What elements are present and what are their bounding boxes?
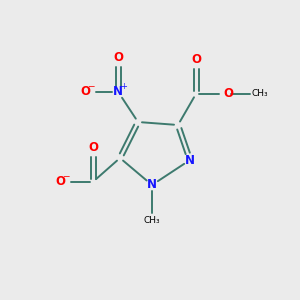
Text: +: + (120, 82, 127, 91)
Text: O: O (113, 51, 123, 64)
Text: O: O (80, 85, 90, 98)
Text: O: O (223, 87, 233, 100)
Text: −: − (88, 81, 95, 90)
Text: CH₃: CH₃ (251, 89, 268, 98)
Text: O: O (55, 175, 65, 188)
Text: CH₃: CH₃ (144, 216, 160, 225)
Text: O: O (88, 141, 98, 154)
Text: −: − (62, 171, 70, 180)
Text: N: N (113, 85, 123, 98)
Text: N: N (185, 154, 195, 166)
Text: O: O (191, 53, 201, 66)
Text: N: N (147, 178, 157, 191)
